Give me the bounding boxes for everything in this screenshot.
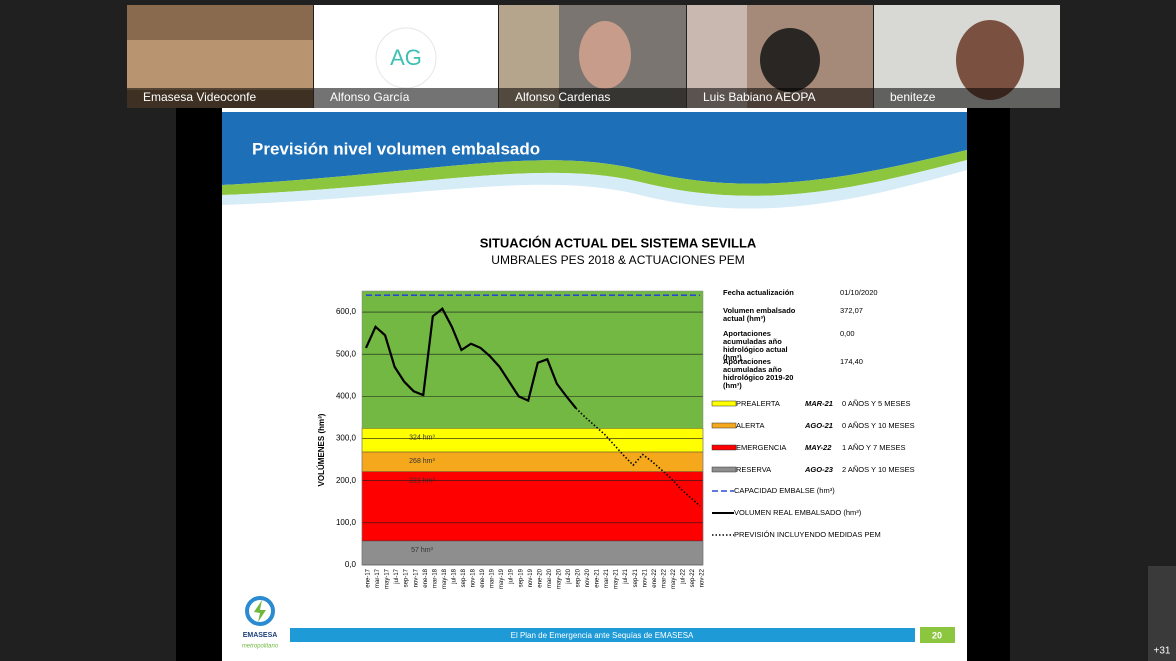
x-tick-label: may-17 — [385, 568, 391, 589]
legend-date: AGO-21 — [804, 421, 833, 430]
x-tick-label: nov-22 — [700, 568, 706, 587]
logo-subtitle: metropolitano — [242, 644, 279, 650]
y-tick-label: 200,0 — [336, 476, 357, 485]
legend-name: ALERTA — [736, 421, 764, 430]
info-value: 0,00 — [840, 330, 855, 338]
y-tick-label: 500,0 — [336, 349, 357, 358]
x-tick-label: may-18 — [442, 568, 448, 589]
x-tick-label: mar-21 — [604, 568, 610, 588]
legend-swatch — [712, 467, 736, 472]
y-tick-label: 0,0 — [345, 560, 357, 569]
x-tick-label: nov-21 — [642, 568, 648, 587]
logo-text: EMASESA — [243, 632, 278, 639]
legend-label: VOLUMEN REAL EMBALSADO (hm³) — [734, 508, 862, 517]
x-tick-label: jul-17 — [394, 568, 400, 584]
y-tick-label: 100,0 — [336, 518, 357, 527]
legend-date: AGO-23 — [804, 465, 834, 474]
legend-date: MAR-21 — [805, 399, 833, 408]
x-tick-label: nov-17 — [413, 568, 419, 587]
x-tick-label: mar-22 — [661, 568, 667, 588]
legend-name: RESERVA — [736, 465, 771, 474]
legend-name: EMERGENCIA — [736, 443, 786, 452]
legend-swatch — [712, 445, 736, 450]
x-tick-label: sep-17 — [404, 568, 410, 587]
x-tick-label: mar-18 — [432, 568, 438, 588]
legend-swatch — [712, 401, 736, 406]
x-tick-label: jul-21 — [623, 568, 629, 584]
x-tick-label: sep-22 — [690, 568, 696, 587]
threshold-label: 268 hm³ — [409, 458, 435, 465]
x-tick-label: ene-17 — [366, 568, 372, 587]
slide-title: Previsión nivel volumen embalsado — [252, 139, 540, 158]
participant-name: beniteze — [890, 90, 936, 104]
legend-duration: 2 AÑOS Y 10 MESES — [842, 465, 915, 474]
avatar-initials: AG — [390, 45, 422, 70]
info-value: 01/10/2020 — [840, 289, 878, 297]
legend-duration: 0 AÑOS Y 5 MESES — [842, 399, 911, 408]
legend-label: PREVISIÓN INCLUYENDO MEDIDAS PEM — [734, 530, 881, 539]
person — [760, 28, 820, 92]
threshold-label: 324 hm³ — [409, 434, 435, 441]
info-value: 174,40 — [840, 358, 863, 366]
legend-name: PREALERTA — [736, 399, 780, 408]
x-tick-label: ene-20 — [537, 568, 543, 587]
chart-title: SITUACIÓN ACTUAL DEL SISTEMA SEVILLA — [480, 235, 757, 250]
x-tick-label: ene-21 — [595, 568, 601, 587]
participant-name: Emasesa Videoconfe — [143, 90, 257, 104]
x-tick-label: mar-19 — [490, 568, 496, 588]
x-tick-label: ene-22 — [652, 568, 658, 587]
x-tick-label: nov-18 — [471, 568, 477, 587]
y-axis-label: VOLÚMENES (hm³) — [317, 413, 326, 486]
page-number: 20 — [932, 630, 942, 640]
x-tick-label: sep-20 — [576, 568, 582, 587]
x-tick-label: ene-19 — [480, 568, 486, 587]
x-tick-label: ene-18 — [423, 568, 429, 587]
x-tick-label: sep-19 — [518, 568, 524, 587]
threshold-label: 221 hm³ — [409, 478, 435, 485]
chart-subtitle: UMBRALES PES 2018 & ACTUACIONES PEM — [491, 253, 744, 267]
x-tick-label: jul-22 — [680, 568, 686, 584]
info-label: Volumen embalsado actual (hm³) — [723, 307, 805, 323]
participant-name: Alfonso García — [330, 90, 410, 104]
x-tick-label: nov-19 — [528, 568, 534, 587]
x-tick-label: may-19 — [499, 568, 505, 589]
x-tick-label: may-20 — [556, 568, 562, 589]
info-label: Aportaciones acumuladas año hidrológico … — [723, 358, 805, 390]
video-call: AG Emasesa Videoconfe Alfonso García Alf… — [0, 0, 1176, 661]
x-tick-label: nov-20 — [585, 568, 591, 587]
y-tick-label: 600,0 — [336, 307, 357, 316]
legend-label: CAPACIDAD EMBALSE (hm³) — [734, 486, 835, 495]
legend-date: MAY-22 — [805, 443, 832, 452]
room-scene — [127, 40, 313, 90]
legend-duration: 0 AÑOS Y 10 MESES — [842, 421, 915, 430]
x-tick-label: sep-18 — [461, 568, 467, 587]
y-tick-label: 300,0 — [336, 434, 357, 443]
x-tick-label: may-21 — [614, 568, 620, 589]
legend-swatch — [712, 423, 736, 428]
x-tick-label: jul-19 — [509, 568, 515, 584]
x-tick-label: sep-21 — [633, 568, 639, 587]
info-value: 372,07 — [840, 307, 863, 315]
threshold-label: 57 hm³ — [411, 547, 433, 554]
screen: AG Emasesa Videoconfe Alfonso García Alf… — [0, 0, 1176, 661]
person — [579, 21, 631, 89]
participant-name: Alfonso Cardenas — [515, 90, 610, 104]
participant-name: Luis Babiano AEOPA — [703, 90, 816, 104]
legend-duration: 1 AÑO Y 7 MESES — [842, 443, 906, 452]
x-tick-label: mar-17 — [375, 568, 381, 588]
others-count: +31 — [1154, 646, 1171, 657]
x-tick-label: jul-20 — [566, 568, 572, 584]
normal-zone — [362, 291, 703, 428]
footer-text: El Plan de Emergencia ante Sequías de EM… — [511, 631, 694, 640]
x-tick-label: may-22 — [671, 568, 677, 589]
x-tick-label: jul-18 — [451, 568, 457, 584]
info-label: Fecha actualización — [723, 289, 805, 297]
y-tick-label: 400,0 — [336, 391, 357, 400]
x-tick-label: mar-20 — [547, 568, 553, 588]
